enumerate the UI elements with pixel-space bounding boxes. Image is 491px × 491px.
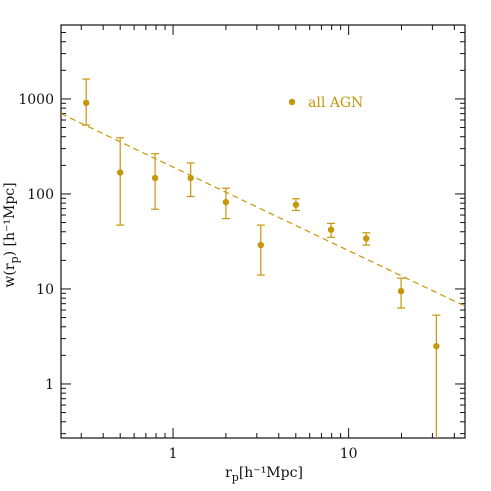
legend: all AGN [288, 95, 363, 111]
y-tick-label: 10 [36, 282, 54, 298]
legend-marker [288, 98, 296, 106]
data-point [82, 99, 90, 107]
x-tick-label: 10 [340, 446, 358, 462]
data-point [151, 174, 159, 182]
data-point [117, 169, 124, 176]
data-point [222, 198, 230, 206]
y-tick-label: 1000 [18, 92, 54, 108]
plot-frame [60, 24, 466, 439]
data-point [187, 174, 194, 182]
data-point [257, 241, 264, 249]
fit-line [60, 113, 466, 307]
data-point [292, 201, 300, 208]
data-point [363, 235, 370, 242]
legend-label: all AGN [308, 95, 363, 111]
y-axis-title-base: w(r [2, 263, 18, 287]
x-tick-label: 1 [169, 446, 178, 462]
data-point [327, 226, 335, 233]
y-axis-title: w(rp) [h⁻¹Mpc] [2, 182, 21, 287]
x-axis-title-base: r [225, 465, 232, 481]
y-tick-label: 100 [27, 187, 54, 203]
y-tick-label: 1 [45, 377, 54, 393]
x-axis-title-subscript: p [232, 471, 239, 484]
x-axis-title: rp[h⁻¹Mpc] [225, 465, 303, 484]
data-point [397, 287, 405, 295]
y-axis-title-subscript: p [8, 256, 21, 263]
plot-layer: 1 10 1 10 100 1000 [18, 24, 466, 462]
data-point [433, 342, 440, 350]
x-axis-title-unit: [h⁻¹Mpc] [239, 465, 303, 481]
y-axis-title-unit: ) [h⁻¹Mpc] [2, 182, 18, 256]
